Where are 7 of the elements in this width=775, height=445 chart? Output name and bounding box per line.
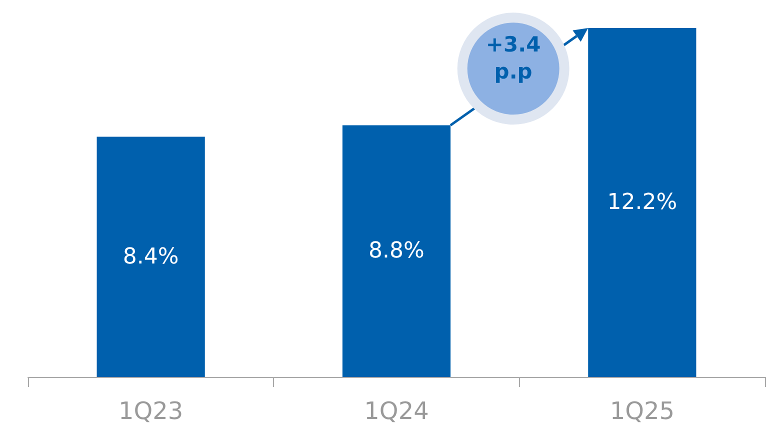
data-label: 12.2% [607,190,678,215]
x-tick-label: 1Q23 [118,397,184,425]
x-tick-label: 1Q24 [364,397,429,425]
x-tick-label: 1Q25 [610,397,675,425]
data-label: 8.4% [122,244,179,270]
data-label: 8.8% [368,238,424,264]
annotation: +3.4 p.p [486,32,541,84]
